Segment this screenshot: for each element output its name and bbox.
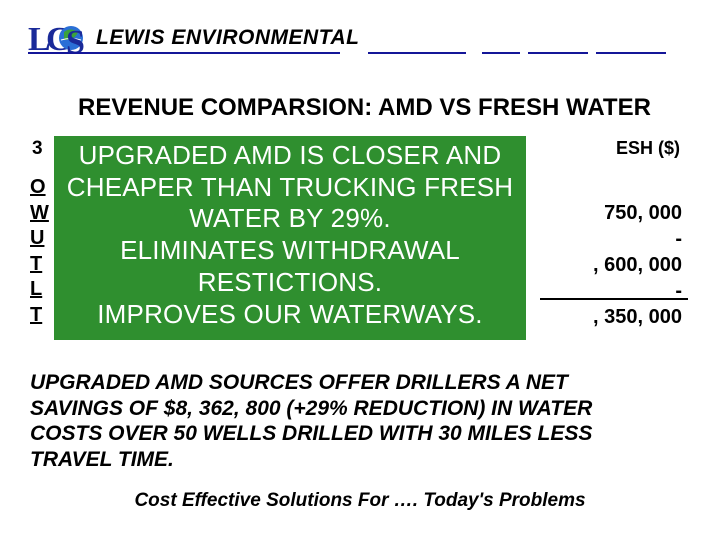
callout-line: RESTICTIONS. (60, 267, 520, 299)
table-left-row-fragments: O W U T L T (30, 175, 49, 329)
callout-line: ELIMINATES WITHDRAWAL (60, 235, 520, 267)
row-frag: T (30, 253, 42, 275)
header-underline-seg (528, 52, 588, 54)
row-frag: U (30, 227, 44, 249)
value: - (675, 228, 682, 250)
value: , 600, 000 (593, 254, 682, 276)
footer-tagline: Cost Effective Solutions For …. Today's … (0, 490, 720, 512)
page-title: REVENUE COMPARSION: AMD VS FRESH WATER (78, 94, 651, 122)
table-right-header-fragment: ESH ($) (616, 138, 680, 159)
callout-line: UPGRADED AMD IS CLOSER AND (60, 140, 520, 172)
callout-line: IMPROVES OUR WATERWAYS. (60, 299, 520, 331)
callout-line: CHEAPER THAN TRUCKING FRESH (60, 172, 520, 204)
header: L C S LEWIS ENVIRONMENTAL (28, 20, 692, 66)
value: 750, 000 (599, 202, 682, 224)
row-frag: O (30, 176, 46, 198)
row-frag: W (30, 202, 49, 224)
slide: L C S LEWIS ENVIRONMENTAL REVENUE COMPAR… (0, 0, 720, 540)
header-underline-seg (28, 52, 340, 54)
value: , 350, 000 (593, 306, 682, 328)
row-frag: L (30, 278, 42, 300)
table-right-values: 750, 000 - , 600, 000 - , 350, 000 (593, 200, 682, 330)
table-subtotal-rule (540, 298, 688, 300)
header-underline (28, 52, 692, 58)
row-frag: T (30, 304, 42, 326)
header-underline-seg (368, 52, 466, 54)
callout-box: UPGRADED AMD IS CLOSER AND CHEAPER THAN … (54, 136, 526, 340)
summary-text: UPGRADED AMD SOURCES OFFER DRILLERS A NE… (30, 370, 660, 472)
header-underline-seg (596, 52, 666, 54)
company-name: LEWIS ENVIRONMENTAL (96, 26, 359, 50)
callout-line: WATER BY 29%. (60, 203, 520, 235)
header-underline-seg (482, 52, 520, 54)
